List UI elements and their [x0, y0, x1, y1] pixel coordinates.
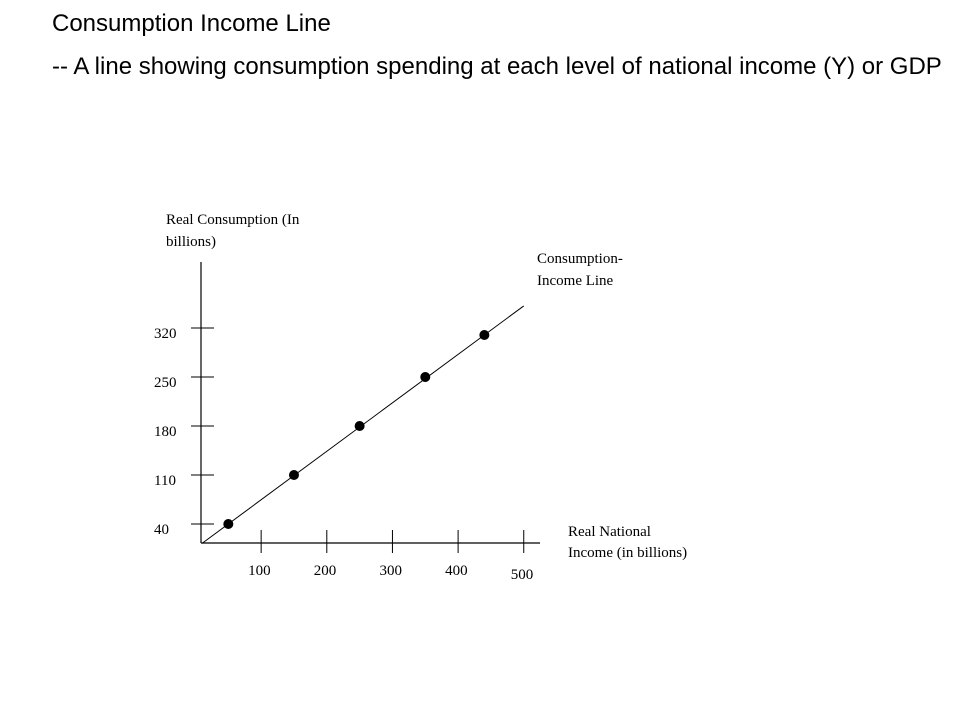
y-axis-label-line-1: Real Consumption (In — [166, 212, 300, 228]
data-point-2 — [288, 470, 299, 480]
series — [201, 305, 525, 544]
y-tick-label-40: 40 — [154, 522, 169, 538]
slide-bullet: -- A line showing consumption spending a… — [52, 53, 942, 80]
axes — [200, 262, 540, 544]
data-point-4 — [420, 372, 431, 382]
y-tick-label-320: 320 — [154, 326, 177, 342]
y-tick-label-180: 180 — [154, 424, 177, 440]
y-tick-label-250: 250 — [154, 375, 177, 391]
data-point-3 — [354, 421, 365, 431]
x-tick-label-400: 400 — [445, 563, 468, 579]
x-ticks: 100 200 300 400 500 — [248, 530, 533, 583]
y-axis-label-line-2: billions) — [166, 234, 216, 250]
x-tick-label-500: 500 — [511, 567, 534, 583]
x-tick-label-100: 100 — [248, 563, 271, 579]
data-point-1 — [223, 519, 234, 529]
data-point-5 — [479, 330, 490, 340]
line-label-line-1: Consumption- — [537, 251, 623, 267]
slide-title: Consumption Income Line — [52, 10, 331, 37]
line-label-line-2: Income Line — [537, 273, 614, 289]
x-tick-label-200: 200 — [314, 563, 337, 579]
x-tick-label-300: 300 — [379, 563, 402, 579]
x-axis-label-line-1: Real National — [568, 524, 651, 540]
y-tick-label-110: 110 — [154, 473, 176, 489]
y-ticks: 40 110 180 250 320 — [154, 326, 214, 538]
x-axis-label-line-2: Income (in billions) — [568, 545, 687, 561]
